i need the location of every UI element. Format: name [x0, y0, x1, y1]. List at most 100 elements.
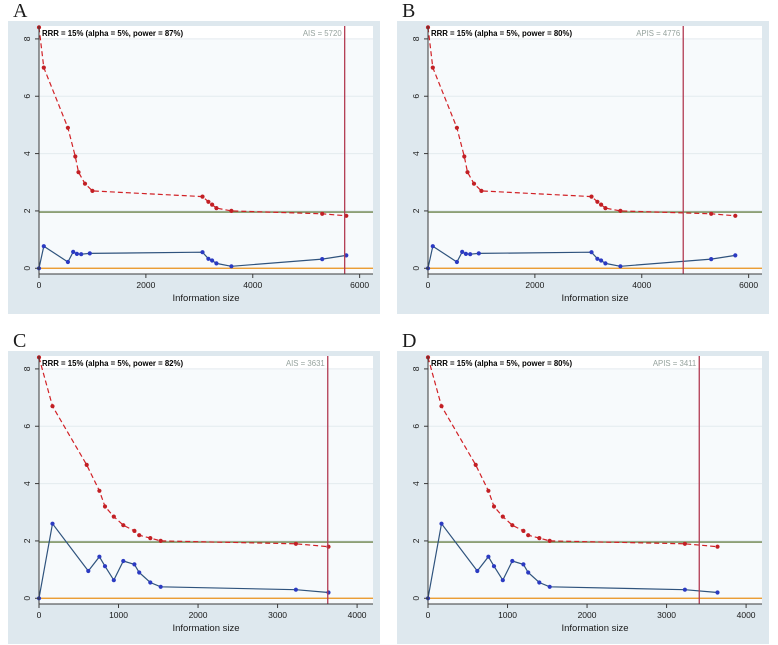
cumulative-z-curve-marker	[454, 259, 459, 265]
monitoring-boundary-marker	[158, 538, 163, 543]
panel-a-letter: A	[13, 0, 28, 22]
cumulative-z-curve-marker	[709, 257, 714, 262]
chart-svg: 0 2000 4000 6000 0 2 4 6 8 Information size RRR = …	[8, 21, 380, 314]
monitoring-boundary-marker	[709, 211, 714, 216]
y-tick-label: 2	[411, 538, 421, 543]
monitoring-boundary-marker	[76, 170, 81, 175]
monitoring-boundary-marker	[491, 504, 497, 509]
plot-area	[428, 26, 762, 274]
x-tick-label: 2000	[136, 280, 155, 290]
cumulative-z-curve-marker	[74, 251, 79, 256]
cumulative-z-curve-marker	[137, 570, 142, 575]
y-tick-label: 4	[22, 151, 32, 156]
cumulative-z-curve-marker	[214, 261, 219, 266]
y-tick-label: 0	[411, 266, 421, 271]
cumulative-z-curve-marker	[486, 554, 491, 559]
monitoring-boundary-marker	[111, 514, 116, 519]
monitoring-boundary-marker	[200, 194, 205, 199]
y-tick-label: 2	[22, 538, 32, 543]
monitoring-boundary-marker	[526, 533, 531, 538]
cumulative-z-curve-marker	[537, 580, 542, 585]
x-tick-label: 6000	[350, 280, 369, 290]
monitoring-boundary-marker	[682, 541, 687, 546]
cumulative-z-curve-marker	[293, 587, 298, 592]
top-band	[39, 356, 373, 369]
monitoring-boundary-marker	[595, 199, 600, 204]
y-tick-label: 0	[411, 596, 421, 601]
y-tick-label: 0	[22, 596, 32, 601]
cumulative-z-curve-marker	[618, 264, 623, 269]
cumulative-z-curve-marker	[463, 251, 468, 256]
y-tick-label: 2	[411, 208, 421, 213]
cumulative-z-curve-marker	[521, 562, 526, 567]
monitoring-boundary-marker	[50, 404, 55, 409]
top-band	[428, 26, 762, 39]
x-tick-label: 3000	[657, 610, 676, 620]
monitoring-boundary-marker	[589, 194, 594, 199]
cumulative-z-curve-marker	[589, 250, 594, 255]
cumulative-z-curve-marker	[206, 256, 211, 261]
monitoring-boundary-marker	[82, 181, 88, 186]
series-monitoring-boundary	[36, 355, 331, 549]
panel-d-chart: 0 1000 2000 3000 4000 0 2 4 6 8 Information size RR…	[397, 351, 769, 644]
cumulative-z-curve-marker	[599, 258, 604, 263]
monitoring-boundary-marker	[90, 188, 95, 193]
x-tick-label: 4000	[243, 280, 262, 290]
x-tick-label: 2000	[578, 610, 597, 620]
series-monitoring-boundary	[425, 25, 738, 218]
plot-area	[39, 26, 373, 274]
y-tick-label: 8	[411, 36, 421, 41]
y-tick-label: 8	[411, 366, 421, 371]
panel-a-chart: 0 2000 4000 6000 0 2 4 6 8 Information size RRR = …	[8, 21, 380, 314]
panel-c: C 0 1000 2000 3000 4000 0 2 4 6 8 Information size…	[0, 322, 389, 645]
cumulative-z-curve-marker	[603, 261, 608, 266]
panel-a: A 0 2000 4000 6000 0 2 4 6 8 Information size RRR …	[0, 0, 389, 322]
plot-title: RRR = 15% (alpha = 5%, power = 82%)	[42, 359, 183, 368]
panel-c-chart: 0 1000 2000 3000 4000 0 2 4 6 8 Information size RR…	[8, 351, 380, 644]
x-tick-label: 2000	[189, 610, 208, 620]
x-tick-label: 0	[426, 280, 431, 290]
x-tick-label: 3000	[268, 610, 287, 620]
y-tick-label: 6	[411, 424, 421, 429]
monitoring-boundary-marker	[439, 404, 444, 409]
x-axis-label: Information size	[172, 623, 239, 634]
chart-svg: 0 2000 4000 6000 0 2 4 6 8 Information size RRR = …	[397, 21, 769, 314]
monitoring-boundary-marker	[293, 541, 298, 546]
cumulative-z-curve-marker	[50, 521, 55, 526]
monitoring-boundary-marker	[137, 533, 142, 538]
monitoring-boundary-marker	[454, 125, 459, 130]
cumulative-z-curve-marker	[326, 590, 331, 595]
cumulative-z-curve-marker	[547, 584, 552, 589]
panel-d: D 0 1000 2000 3000 4000 0 2 4 6 8 Information size…	[389, 322, 778, 645]
monitoring-boundary-marker	[210, 202, 215, 207]
cumulative-z-curve-marker	[200, 250, 205, 255]
top-band	[428, 356, 762, 369]
cumulative-z-curve-marker	[439, 521, 444, 526]
cumulative-z-curve-marker	[102, 564, 108, 569]
monitoring-boundary-marker	[521, 528, 526, 533]
monitoring-boundary-marker	[537, 536, 542, 541]
x-tick-label: 2000	[525, 280, 544, 290]
boundary-label: APIS = 3411	[653, 359, 696, 368]
plot-title: RRR = 15% (alpha = 5%, power = 80%)	[431, 29, 572, 38]
cumulative-z-curve-marker	[148, 580, 153, 585]
monitoring-boundary-marker	[733, 213, 738, 218]
monitoring-boundary-marker	[84, 462, 89, 467]
series-cumulative-z-curve	[36, 521, 331, 601]
x-axis-label: Information size	[561, 623, 628, 634]
y-tick-label: 2	[22, 208, 32, 213]
monitoring-boundary-line	[38, 27, 347, 217]
monitoring-boundary-marker	[65, 125, 70, 130]
cumulative-z-curve-marker	[210, 258, 215, 263]
monitoring-boundary-marker	[320, 211, 325, 216]
x-tick-label: 0	[37, 280, 42, 290]
monitoring-boundary-marker	[510, 523, 515, 528]
monitoring-boundary-marker	[229, 208, 234, 213]
monitoring-boundary-marker	[486, 488, 491, 493]
x-tick-label: 4000	[348, 610, 367, 620]
plot-title: RRR = 15% (alpha = 5%, power = 80%)	[431, 359, 572, 368]
monitoring-boundary-marker	[465, 170, 470, 175]
boundary-label: AIS = 3631	[286, 359, 325, 368]
y-tick-label: 0	[22, 266, 32, 271]
